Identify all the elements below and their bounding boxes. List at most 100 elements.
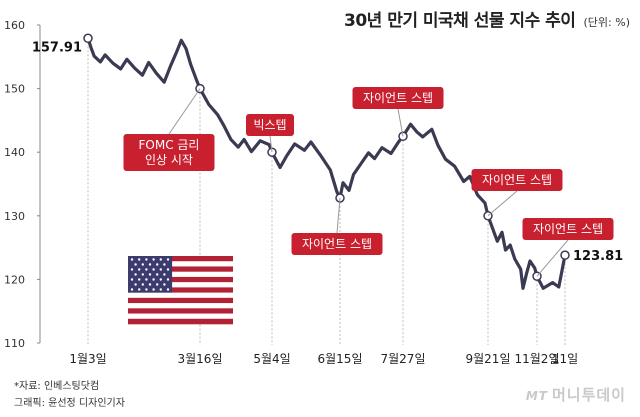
callout-label: 자이언트 스텝 bbox=[482, 173, 552, 187]
callout-box bbox=[522, 218, 614, 240]
flag-star bbox=[152, 278, 155, 281]
x-tick-label: 1월3일 bbox=[69, 352, 106, 366]
value-label: 157.91 bbox=[32, 40, 82, 55]
flag-star bbox=[141, 283, 144, 286]
chart-header: 30년 만기 미국채 선물 지수 추이 (단위: %) bbox=[344, 6, 630, 31]
callout-connector bbox=[536, 239, 569, 277]
flag-star bbox=[159, 268, 162, 271]
callout-connector bbox=[487, 190, 518, 217]
flag-stripe bbox=[128, 308, 233, 314]
y-tick-label: 130 bbox=[4, 210, 25, 223]
flag-stripe bbox=[128, 282, 233, 288]
flag-star bbox=[138, 288, 141, 291]
flag-star bbox=[166, 268, 170, 271]
x-tick-label: 6월15일 bbox=[318, 352, 363, 366]
data-point-marker bbox=[560, 250, 570, 260]
y-tick-label: 110 bbox=[4, 337, 25, 350]
flag-star bbox=[145, 278, 148, 281]
unit-label: (단위: %) bbox=[583, 16, 630, 29]
x-tick-label: 9월21일 bbox=[466, 352, 511, 366]
x-tick-label: 11일 bbox=[552, 352, 578, 366]
y-tick-label: 120 bbox=[4, 273, 25, 286]
flag-star bbox=[166, 258, 170, 261]
flag-star bbox=[148, 283, 152, 286]
us-flag-icon bbox=[128, 256, 233, 325]
flag-stripe bbox=[128, 276, 233, 283]
flag-star bbox=[141, 273, 144, 276]
flag-star bbox=[156, 263, 159, 266]
flag-star bbox=[152, 288, 155, 291]
callout-box bbox=[246, 114, 294, 136]
flag-star bbox=[166, 278, 170, 281]
callout-box bbox=[123, 134, 215, 171]
flag-star bbox=[148, 273, 152, 276]
flag-star bbox=[152, 268, 155, 271]
annotation-callout: 자이언트 스텝 bbox=[352, 87, 444, 137]
x-tick-label: 5월4일 bbox=[253, 352, 290, 366]
callout-label: 빅스텝 bbox=[253, 118, 286, 132]
flag-stripe bbox=[128, 297, 233, 304]
callout-connector bbox=[168, 88, 201, 135]
callout-label: 자이언트 스텝 bbox=[533, 222, 603, 236]
flag-star bbox=[130, 288, 134, 291]
annotation-callout: 빅스텝 bbox=[246, 114, 294, 153]
flag-star bbox=[148, 263, 152, 266]
flag-star bbox=[152, 258, 155, 261]
flag-star bbox=[159, 278, 162, 281]
flag-star bbox=[138, 268, 141, 271]
watermark-name: 머니투데이 bbox=[551, 386, 626, 404]
watermark-logo: MT 머니투데이 bbox=[526, 384, 626, 405]
callout-box bbox=[291, 233, 383, 255]
graphic-credit: 그래픽: 윤선정 디자인기자 bbox=[14, 398, 125, 409]
flag-star bbox=[138, 258, 141, 261]
flag-star bbox=[138, 278, 141, 281]
y-tick-label: 140 bbox=[4, 146, 25, 159]
annotation-callout: 자이언트 스텝 bbox=[522, 218, 614, 277]
flag-star bbox=[130, 268, 134, 271]
callout-label: 자이언트 스텝 bbox=[363, 91, 433, 105]
flag-star bbox=[145, 268, 148, 271]
callout-connector bbox=[336, 197, 341, 234]
flag-star bbox=[159, 288, 162, 291]
watermark-mt: MT bbox=[525, 389, 548, 403]
callout-box bbox=[352, 87, 444, 109]
flag-star bbox=[141, 263, 144, 266]
source-credit: *자료: 인베스팅닷컴 bbox=[14, 381, 100, 392]
callout-connector bbox=[397, 108, 404, 137]
flag-stripe bbox=[128, 266, 233, 272]
flag-star bbox=[134, 263, 137, 266]
data-point-marker bbox=[83, 33, 93, 44]
flag-star bbox=[130, 258, 134, 261]
flag-star bbox=[166, 288, 170, 291]
annotation-callout: 자이언트 스텝 bbox=[471, 169, 563, 217]
chart-title: 30년 만기 미국채 선물 지수 추이 bbox=[343, 11, 576, 31]
flag-star bbox=[130, 278, 134, 281]
flag-stripe bbox=[128, 287, 233, 293]
flag-star bbox=[163, 273, 166, 276]
flag-star bbox=[145, 288, 148, 291]
x-tick-label: 11월2일 bbox=[515, 352, 560, 366]
flag-star bbox=[145, 258, 148, 261]
flag-stripe bbox=[128, 261, 233, 267]
flag-star bbox=[156, 273, 159, 276]
callout-box bbox=[471, 169, 563, 191]
callout-label: 인상 시작 bbox=[145, 153, 193, 167]
annotation-callout: 자이언트 스텝 bbox=[291, 197, 383, 255]
value-label: 123.81 bbox=[573, 249, 623, 264]
flag-stripe bbox=[128, 303, 233, 309]
callout-connector bbox=[269, 135, 273, 153]
flag-star bbox=[134, 273, 137, 276]
flag-stripe bbox=[128, 271, 233, 278]
callout-label: FOMC 금리 bbox=[139, 138, 200, 152]
flag-stripe bbox=[128, 313, 233, 320]
x-tick-label: 3월16일 bbox=[178, 352, 223, 366]
flag-star bbox=[156, 283, 159, 286]
flag-star bbox=[163, 283, 166, 286]
x-tick-label: 7월27일 bbox=[381, 352, 426, 366]
flag-stripe bbox=[128, 318, 233, 325]
flag-star bbox=[134, 283, 137, 286]
flag-star bbox=[163, 263, 166, 266]
y-tick-label: 150 bbox=[4, 83, 25, 96]
